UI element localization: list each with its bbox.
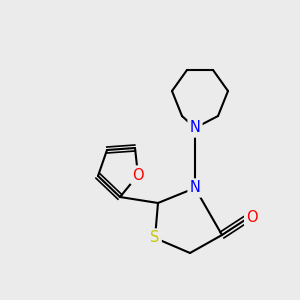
Text: O: O <box>246 211 258 226</box>
Text: S: S <box>150 230 160 245</box>
Text: N: N <box>190 181 200 196</box>
Text: O: O <box>132 167 144 182</box>
Text: N: N <box>190 121 200 136</box>
